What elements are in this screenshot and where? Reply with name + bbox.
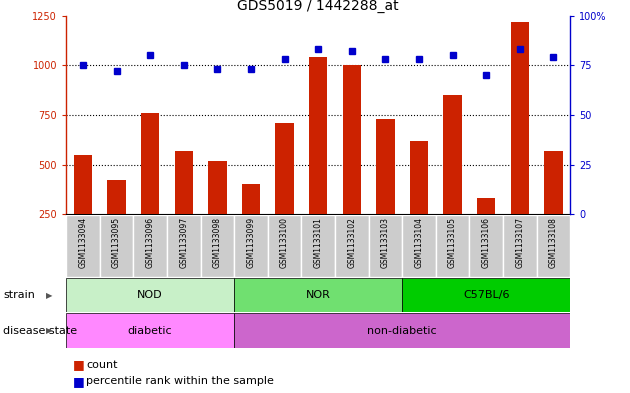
Text: NOD: NOD — [137, 290, 163, 300]
Text: ■: ■ — [72, 375, 84, 388]
Bar — [167, 215, 200, 277]
Text: GSM1133107: GSM1133107 — [515, 217, 524, 268]
Bar — [503, 215, 537, 277]
Text: GSM1133096: GSM1133096 — [146, 217, 154, 268]
Bar — [234, 278, 402, 312]
Bar — [335, 215, 369, 277]
Bar — [402, 215, 436, 277]
Bar — [510, 22, 529, 264]
Text: percentile rank within the sample: percentile rank within the sample — [86, 376, 274, 386]
Text: NOR: NOR — [306, 290, 331, 300]
Title: GDS5019 / 1442288_at: GDS5019 / 1442288_at — [238, 0, 399, 13]
Text: GSM1133108: GSM1133108 — [549, 217, 558, 268]
Bar — [234, 215, 268, 277]
Bar — [301, 215, 335, 277]
Text: disease state: disease state — [3, 325, 77, 336]
Text: GSM1133102: GSM1133102 — [347, 217, 356, 268]
Text: GSM1133094: GSM1133094 — [79, 217, 88, 268]
Bar — [66, 313, 234, 348]
Text: non-diabetic: non-diabetic — [367, 325, 437, 336]
Text: GSM1133100: GSM1133100 — [280, 217, 289, 268]
Bar — [107, 180, 126, 264]
Bar — [66, 278, 234, 312]
Text: ■: ■ — [72, 358, 84, 371]
Text: strain: strain — [3, 290, 35, 300]
Text: diabetic: diabetic — [128, 325, 173, 336]
Bar — [469, 215, 503, 277]
Text: GSM1133104: GSM1133104 — [415, 217, 423, 268]
Text: ▶: ▶ — [46, 326, 52, 335]
Text: C57BL/6: C57BL/6 — [463, 290, 510, 300]
Bar — [66, 215, 100, 277]
Bar — [369, 215, 402, 277]
Bar — [100, 215, 134, 277]
Bar — [544, 151, 563, 264]
Text: GSM1133106: GSM1133106 — [482, 217, 491, 268]
Bar — [141, 113, 159, 264]
Text: GSM1133103: GSM1133103 — [381, 217, 390, 268]
Bar — [275, 123, 294, 264]
Bar — [242, 184, 260, 264]
Bar — [234, 313, 570, 348]
Bar — [175, 151, 193, 264]
Text: GSM1133105: GSM1133105 — [448, 217, 457, 268]
Text: ▶: ▶ — [46, 291, 52, 299]
Text: GSM1133099: GSM1133099 — [246, 217, 255, 268]
Text: count: count — [86, 360, 118, 370]
Bar — [376, 119, 394, 264]
Bar — [402, 278, 570, 312]
Bar — [436, 215, 469, 277]
Bar — [309, 57, 328, 264]
Bar — [200, 215, 234, 277]
Bar — [343, 65, 361, 264]
Text: GSM1133095: GSM1133095 — [112, 217, 121, 268]
Bar — [537, 215, 570, 277]
Bar — [208, 161, 227, 264]
Bar — [74, 154, 92, 264]
Bar — [410, 141, 428, 264]
Text: GSM1133098: GSM1133098 — [213, 217, 222, 268]
Bar — [268, 215, 301, 277]
Text: GSM1133097: GSM1133097 — [180, 217, 188, 268]
Bar — [444, 95, 462, 264]
Text: GSM1133101: GSM1133101 — [314, 217, 323, 268]
Bar — [477, 198, 495, 264]
Bar — [134, 215, 167, 277]
